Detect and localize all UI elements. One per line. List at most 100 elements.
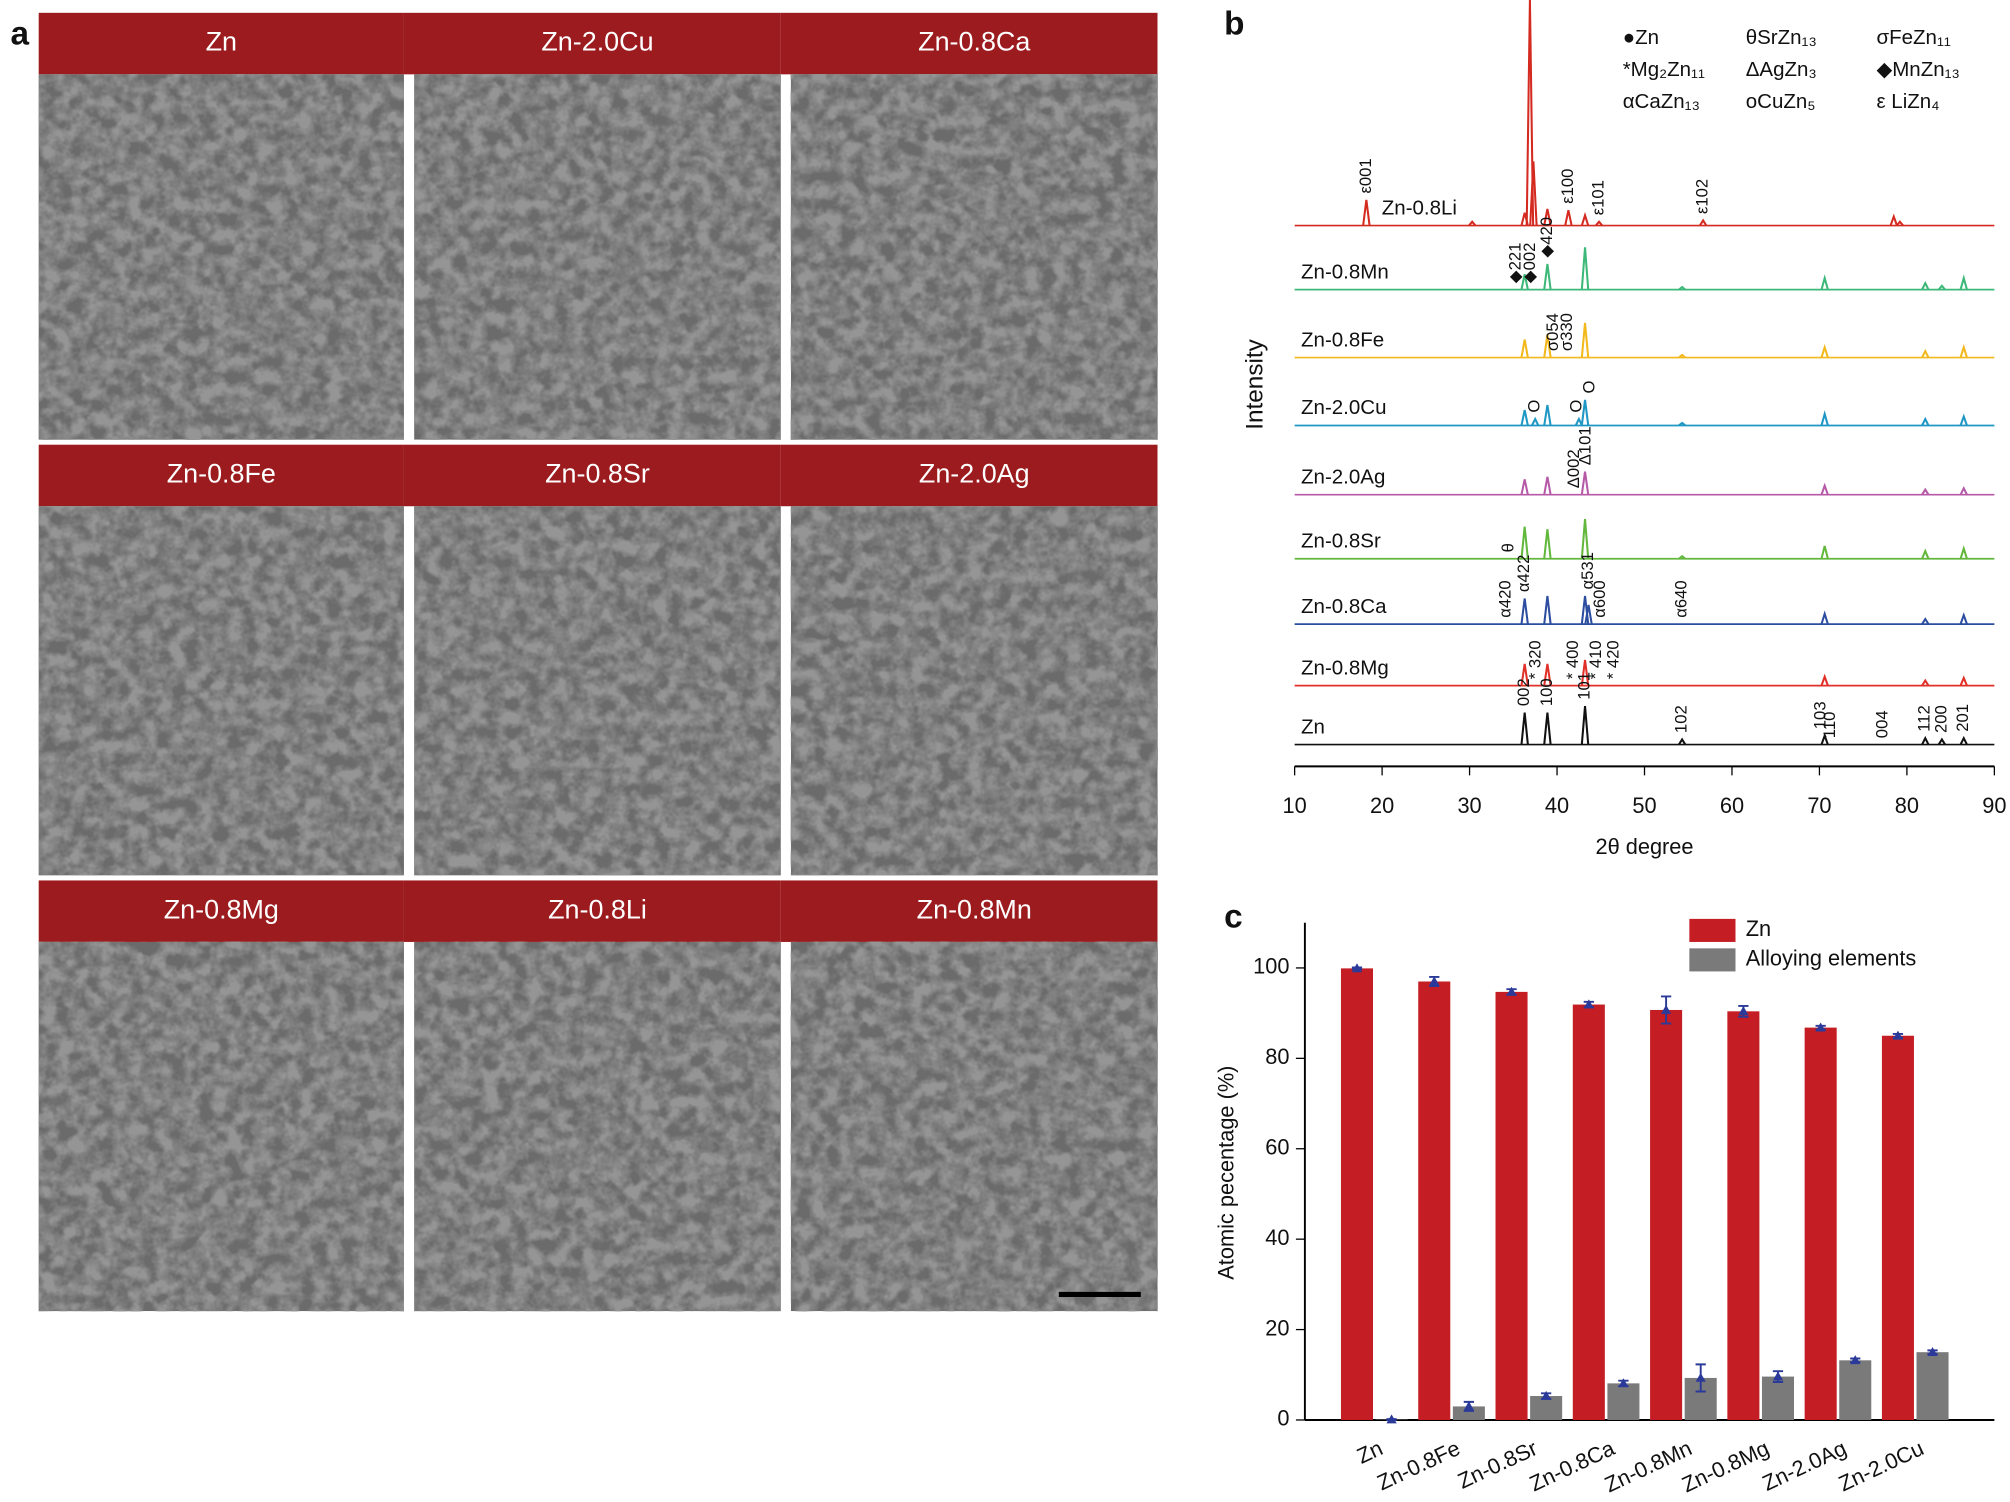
micrograph-label: Zn <box>206 27 237 57</box>
peak <box>1525 0 1535 226</box>
peak-annotation: α640 <box>1672 580 1691 617</box>
peak <box>1921 348 1930 359</box>
peak-annotation: α422 <box>1514 555 1533 592</box>
series-name: Zn-0.8Fe <box>1301 328 1384 351</box>
error-marker <box>1892 1030 1904 1040</box>
peak-annotation: ε102 <box>1693 179 1712 214</box>
x-tick-label: 40 <box>1545 793 1569 818</box>
x-tick-label: Zn-0.8Mn <box>1601 1435 1696 1497</box>
series-name: Zn-2.0Ag <box>1301 465 1385 488</box>
peak-annotation: α531 <box>1578 552 1597 589</box>
error-marker <box>1815 1022 1826 1032</box>
peak <box>1678 353 1686 359</box>
x-tick-label: 80 <box>1895 793 1919 818</box>
legend-entry: ●Zn <box>1623 26 1659 49</box>
micrograph-texture <box>414 941 781 1312</box>
header-bar <box>403 12 781 75</box>
bar <box>1572 1004 1605 1420</box>
bar <box>1530 1396 1563 1420</box>
panel-label: b <box>1224 5 1244 42</box>
peak <box>1820 545 1829 560</box>
peak <box>1921 548 1930 560</box>
peak <box>1564 209 1573 226</box>
peak <box>1543 529 1552 559</box>
header-bar <box>780 12 1158 75</box>
peak-annotation: ◆221 <box>1505 243 1524 284</box>
peak <box>1543 663 1552 686</box>
peak <box>1820 610 1829 625</box>
micrograph-texture <box>790 74 1158 440</box>
peak-annotation: 004 <box>1873 710 1892 738</box>
peak <box>1820 673 1829 686</box>
peak <box>1580 211 1590 226</box>
xrd-chart: 10 20 30 40 50 60 70 80 90 2θ degree Intensity ●Zn θ… <box>1242 0 2006 859</box>
peak <box>1580 706 1590 745</box>
legend-entry: θSrZn₁₃ <box>1746 26 1817 49</box>
peak <box>1921 487 1930 496</box>
error-marker <box>1695 1372 1706 1382</box>
series-name: Zn-0.8Sr <box>1301 530 1381 553</box>
bar <box>1495 991 1528 1420</box>
micrograph-label: Zn-2.0Ag <box>919 459 1030 489</box>
bar <box>1839 1360 1872 1420</box>
micrograph-label: Zn-0.8Fe <box>167 459 276 489</box>
peak <box>1543 263 1552 290</box>
x-tick-label: 10 <box>1283 793 1307 818</box>
x-tick-label: Zn-0.8Sr <box>1454 1435 1541 1493</box>
x-tick-label: 30 <box>1457 793 1481 818</box>
micrograph-texture <box>38 74 404 440</box>
peak-annotation: ε001 <box>1356 158 1375 193</box>
peak <box>1520 339 1529 358</box>
peak <box>1678 554 1686 560</box>
peak-annotation: * 400 <box>1563 640 1582 679</box>
peak-annotation: 002 <box>1514 678 1533 706</box>
peak <box>1362 199 1371 226</box>
peak <box>1895 220 1904 227</box>
peak-annotation: ε100 <box>1558 169 1577 204</box>
panel-label: a <box>11 16 30 53</box>
peak-annotation: 103 <box>1811 701 1830 729</box>
micrograph-label: Zn-0.8Li <box>548 894 647 924</box>
peak <box>1959 274 1968 290</box>
error-marker <box>1660 1004 1672 1014</box>
peak <box>1889 213 1898 226</box>
bar <box>1607 1383 1640 1420</box>
peak <box>1520 598 1529 625</box>
legend-entry: Alloying elements <box>1746 946 1917 971</box>
x-tick-label: Zn-0.8Mg <box>1678 1435 1773 1497</box>
peak <box>1543 712 1552 745</box>
panel-label: c <box>1224 899 1243 936</box>
peak-annotation: O <box>1580 380 1599 393</box>
peak <box>1580 471 1590 495</box>
x-axis-title: 2θ degree <box>1595 834 1693 859</box>
error-marker <box>1850 1355 1861 1365</box>
peak <box>1574 416 1584 426</box>
header-bar <box>38 12 404 75</box>
x-tick-label: 70 <box>1807 793 1831 818</box>
y-tick-label: 40 <box>1265 1225 1289 1250</box>
error-marker <box>1927 1347 1938 1357</box>
series-name: Zn <box>1301 715 1325 738</box>
error-marker <box>1506 986 1517 996</box>
peak <box>1678 421 1686 427</box>
peak <box>1699 218 1708 227</box>
micrograph-texture <box>38 941 404 1312</box>
bar <box>1418 981 1451 1420</box>
y-tick-label: 100 <box>1253 954 1289 979</box>
series-name: Zn-2.0Cu <box>1301 396 1386 419</box>
peak <box>1678 737 1687 746</box>
peak-annotation: 200 <box>1931 705 1950 733</box>
peak <box>1580 322 1590 358</box>
peak <box>1820 274 1829 290</box>
peak-annotation: 110 <box>1820 712 1839 739</box>
series-name: Zn-0.8Mg <box>1301 656 1389 679</box>
peak-annotation: 201 <box>1953 704 1972 732</box>
peak <box>1580 247 1590 290</box>
peak-annotation: * 410 <box>1586 640 1605 679</box>
header-bar <box>780 880 1158 942</box>
peak-annotation: 102 <box>1672 705 1691 733</box>
micrograph-label: Zn-0.8Mg <box>164 894 279 924</box>
error-marker <box>1618 1378 1629 1388</box>
legend-entry: *Mg₂Zn₁₁ <box>1623 58 1705 81</box>
